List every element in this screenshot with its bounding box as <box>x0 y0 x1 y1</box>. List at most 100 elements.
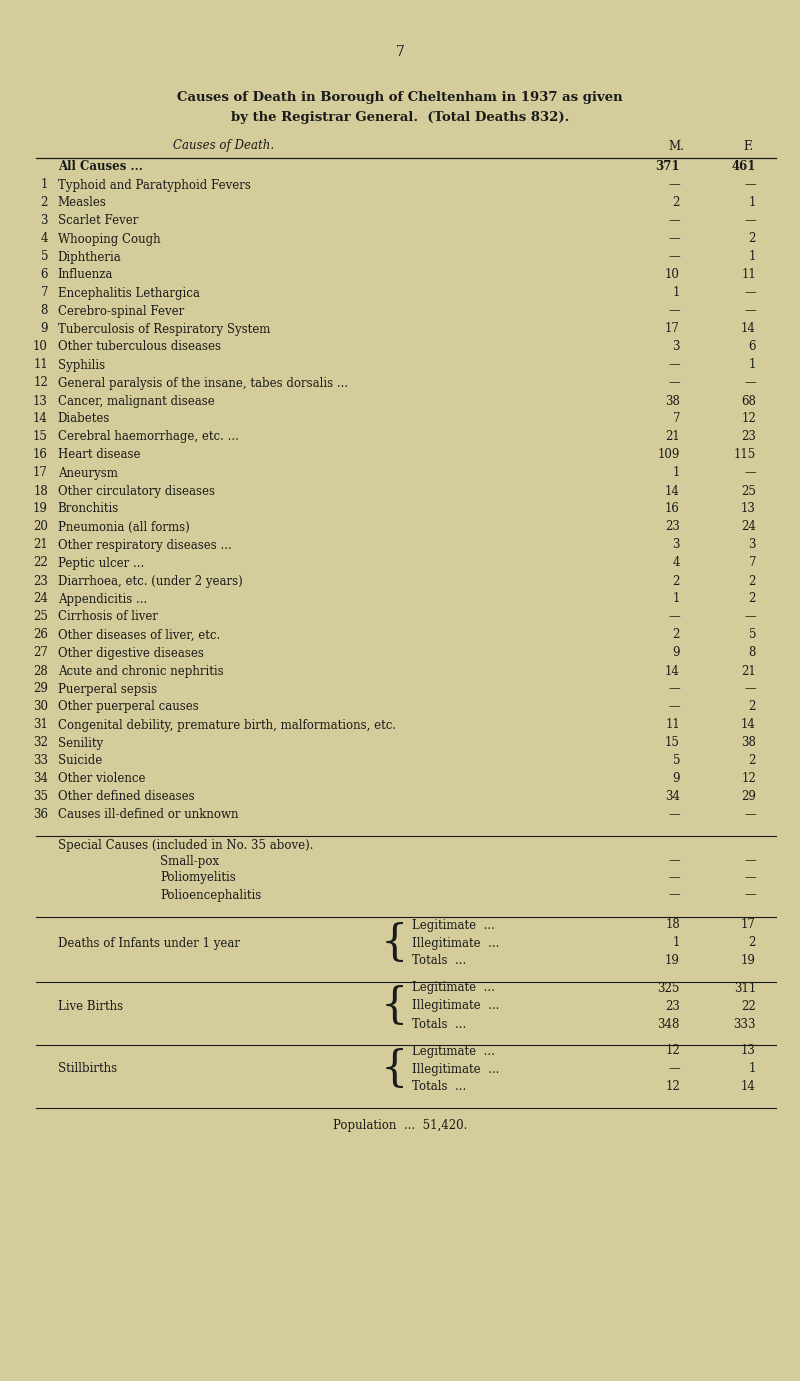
Text: —: — <box>668 214 680 228</box>
Text: 109: 109 <box>658 449 680 461</box>
Text: —: — <box>668 304 680 318</box>
Text: 13: 13 <box>33 395 48 407</box>
Text: Other diseases of liver, etc.: Other diseases of liver, etc. <box>58 628 220 642</box>
Text: Stillbirths: Stillbirths <box>58 1062 117 1076</box>
Text: 5: 5 <box>41 250 48 264</box>
Text: Other puerperal causes: Other puerperal causes <box>58 700 198 714</box>
Text: 23: 23 <box>741 431 756 443</box>
Text: 14: 14 <box>665 485 680 497</box>
Text: Typhoid and Paratyphoid Fevers: Typhoid and Paratyphoid Fevers <box>58 178 250 192</box>
Text: 32: 32 <box>33 736 48 750</box>
Text: 4: 4 <box>41 232 48 246</box>
Text: 24: 24 <box>741 521 756 533</box>
Text: Senility: Senility <box>58 736 102 750</box>
Text: 7: 7 <box>395 46 405 59</box>
Text: Small-pox: Small-pox <box>160 855 219 867</box>
Text: 5: 5 <box>749 628 756 642</box>
Text: 38: 38 <box>665 395 680 407</box>
Text: 11: 11 <box>666 718 680 732</box>
Text: Polioencephalitis: Polioencephalitis <box>160 888 262 902</box>
Text: —: — <box>744 214 756 228</box>
Text: 115: 115 <box>734 449 756 461</box>
Text: —: — <box>668 232 680 246</box>
Text: Poliomyelitis: Poliomyelitis <box>160 871 236 884</box>
Text: Pneumonia (all forms): Pneumonia (all forms) <box>58 521 190 533</box>
Text: 18: 18 <box>666 918 680 932</box>
Text: —: — <box>668 359 680 371</box>
Text: Legitimate  ...: Legitimate ... <box>412 918 495 932</box>
Text: 461: 461 <box>732 160 756 174</box>
Text: Scarlet Fever: Scarlet Fever <box>58 214 138 228</box>
Text: 30: 30 <box>33 700 48 714</box>
Text: —: — <box>744 467 756 479</box>
Text: 12: 12 <box>742 413 756 425</box>
Text: 33: 33 <box>33 754 48 768</box>
Text: 14: 14 <box>741 323 756 336</box>
Text: 1: 1 <box>749 250 756 264</box>
Text: —: — <box>668 888 680 902</box>
Text: 9: 9 <box>673 646 680 660</box>
Text: Whooping Cough: Whooping Cough <box>58 232 160 246</box>
Text: Congenital debility, premature birth, malformations, etc.: Congenital debility, premature birth, ma… <box>58 718 396 732</box>
Text: Heart disease: Heart disease <box>58 449 140 461</box>
Text: {: { <box>381 1048 408 1090</box>
Text: 36: 36 <box>33 808 48 822</box>
Text: 15: 15 <box>665 736 680 750</box>
Text: 2: 2 <box>749 574 756 587</box>
Text: —: — <box>668 250 680 264</box>
Text: 7: 7 <box>749 557 756 569</box>
Text: 1: 1 <box>673 592 680 605</box>
Text: 3: 3 <box>673 539 680 551</box>
Text: 12: 12 <box>666 1080 680 1094</box>
Text: 14: 14 <box>741 718 756 732</box>
Text: 12: 12 <box>666 1044 680 1058</box>
Text: Other violence: Other violence <box>58 772 145 786</box>
Text: Other digestive diseases: Other digestive diseases <box>58 646 203 660</box>
Text: —: — <box>744 377 756 389</box>
Text: —: — <box>744 304 756 318</box>
Text: Totals  ...: Totals ... <box>412 1018 466 1030</box>
Text: 34: 34 <box>33 772 48 786</box>
Text: 2: 2 <box>673 628 680 642</box>
Text: 11: 11 <box>742 268 756 282</box>
Text: 3: 3 <box>41 214 48 228</box>
Text: 17: 17 <box>33 467 48 479</box>
Text: 20: 20 <box>33 521 48 533</box>
Text: —: — <box>668 871 680 884</box>
Text: 15: 15 <box>33 431 48 443</box>
Text: 1: 1 <box>673 936 680 950</box>
Text: 19: 19 <box>665 954 680 968</box>
Text: Diarrhoea, etc. (under 2 years): Diarrhoea, etc. (under 2 years) <box>58 574 242 587</box>
Text: Tuberculosis of Respiratory System: Tuberculosis of Respiratory System <box>58 323 270 336</box>
Text: 3: 3 <box>749 539 756 551</box>
Text: 23: 23 <box>665 1000 680 1012</box>
Text: 11: 11 <box>34 359 48 371</box>
Text: 7: 7 <box>41 286 48 300</box>
Text: Suicide: Suicide <box>58 754 102 768</box>
Text: —: — <box>668 1062 680 1076</box>
Text: 21: 21 <box>742 664 756 678</box>
Text: Diphtheria: Diphtheria <box>58 250 122 264</box>
Text: 2: 2 <box>673 574 680 587</box>
Text: 68: 68 <box>741 395 756 407</box>
Text: —: — <box>744 808 756 822</box>
Text: 13: 13 <box>741 1044 756 1058</box>
Text: —: — <box>668 178 680 192</box>
Text: 21: 21 <box>34 539 48 551</box>
Text: 6: 6 <box>41 268 48 282</box>
Text: —: — <box>668 855 680 867</box>
Text: Causes ill-defined or unknown: Causes ill-defined or unknown <box>58 808 238 822</box>
Text: —: — <box>744 286 756 300</box>
Text: 12: 12 <box>742 772 756 786</box>
Text: 3: 3 <box>673 341 680 354</box>
Text: Diabetes: Diabetes <box>58 413 110 425</box>
Text: 35: 35 <box>33 790 48 804</box>
Text: Live Births: Live Births <box>58 1000 122 1012</box>
Text: 2: 2 <box>41 196 48 210</box>
Text: All Causes ...: All Causes ... <box>58 160 142 174</box>
Text: Peptic ulcer ...: Peptic ulcer ... <box>58 557 144 569</box>
Text: 14: 14 <box>741 1080 756 1094</box>
Text: 2: 2 <box>749 754 756 768</box>
Text: 13: 13 <box>741 503 756 515</box>
Text: Puerperal sepsis: Puerperal sepsis <box>58 682 157 696</box>
